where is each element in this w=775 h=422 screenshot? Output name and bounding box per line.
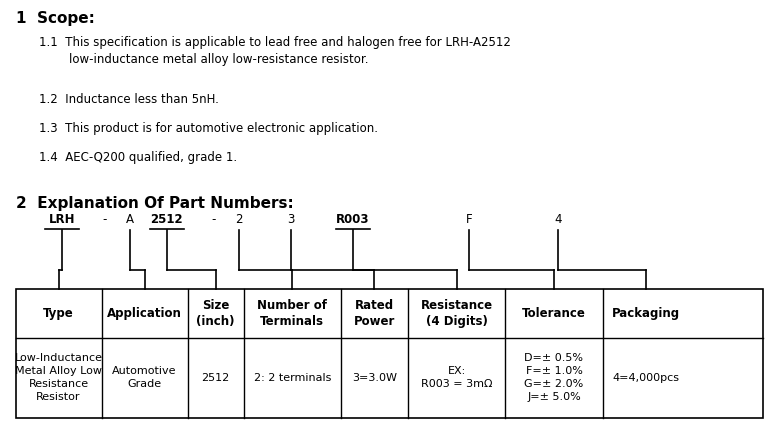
- Text: R003: R003: [336, 213, 370, 226]
- Text: Application: Application: [107, 307, 182, 320]
- Text: Type: Type: [43, 307, 74, 320]
- Text: -: -: [211, 213, 215, 226]
- Text: Resistance
(4 Digits): Resistance (4 Digits): [421, 299, 493, 328]
- Text: Packaging: Packaging: [611, 307, 680, 320]
- Text: 1.4  AEC-Q200 qualified, grade 1.: 1.4 AEC-Q200 qualified, grade 1.: [39, 151, 237, 164]
- Text: 2: 2: [235, 213, 243, 226]
- Text: 2: 2 terminals: 2: 2 terminals: [253, 373, 331, 383]
- Text: A: A: [126, 213, 134, 226]
- Text: D=± 0.5%
F=± 1.0%
G=± 2.0%
J=± 5.0%: D=± 0.5% F=± 1.0% G=± 2.0% J=± 5.0%: [525, 354, 584, 402]
- Text: -: -: [102, 213, 107, 226]
- Text: Tolerance: Tolerance: [522, 307, 586, 320]
- Text: 1.3  This product is for automotive electronic application.: 1.3 This product is for automotive elect…: [39, 122, 377, 135]
- Bar: [16, 289, 763, 418]
- Text: Low-Inductance
Metal Alloy Low
Resistance
Resistor: Low-Inductance Metal Alloy Low Resistanc…: [15, 354, 102, 402]
- Text: 4: 4: [554, 213, 562, 226]
- Text: Size
(inch): Size (inch): [196, 299, 235, 328]
- Text: 1.1  This specification is applicable to lead free and halogen free for LRH-A251: 1.1 This specification is applicable to …: [39, 36, 511, 66]
- Text: Automotive
Grade: Automotive Grade: [112, 366, 177, 389]
- Text: 4=4,000pcs: 4=4,000pcs: [612, 373, 679, 383]
- Text: 2  Explanation Of Part Numbers:: 2 Explanation Of Part Numbers:: [16, 196, 293, 211]
- Text: 1  Scope:: 1 Scope:: [16, 11, 95, 26]
- Text: 3=3.0W: 3=3.0W: [352, 373, 397, 383]
- Text: EX:
R003 = 3mΩ: EX: R003 = 3mΩ: [421, 366, 492, 389]
- Text: Number of
Terminals: Number of Terminals: [257, 299, 327, 328]
- Text: Rated
Power: Rated Power: [354, 299, 395, 328]
- Text: F: F: [466, 213, 472, 226]
- Text: 2512: 2512: [202, 373, 229, 383]
- Text: 2512: 2512: [150, 213, 183, 226]
- Text: LRH: LRH: [49, 213, 75, 226]
- Text: 1.2  Inductance less than 5nH.: 1.2 Inductance less than 5nH.: [39, 93, 219, 106]
- Text: 3: 3: [287, 213, 294, 226]
